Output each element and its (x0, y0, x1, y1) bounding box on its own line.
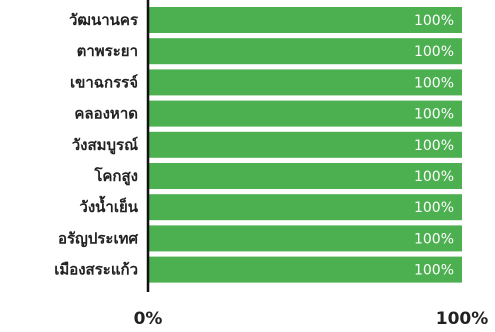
bar-5 (148, 131, 462, 158)
category-label: เขาฉกรรจ์ (70, 73, 138, 91)
x-tick-labels: 0% 100% (134, 309, 489, 329)
category-label: วัฒนานคร (69, 11, 139, 29)
data-label: 100% (414, 138, 454, 154)
category-label: วังสมบูรณ์ (72, 136, 138, 155)
bars-layer (148, 7, 462, 283)
x-tick-label: 0% (134, 309, 163, 329)
bar-3 (148, 69, 462, 96)
data-label: 100% (414, 200, 454, 216)
data-label: 100% (414, 263, 454, 279)
x-tick-label: 100% (436, 309, 489, 329)
bar-2 (148, 38, 462, 65)
category-label: อรัญประเทศ (58, 229, 138, 247)
category-label: คลองหาด (74, 105, 138, 123)
data-label: 100% (414, 75, 454, 91)
bar-6 (148, 163, 462, 189)
bar-9 (148, 256, 462, 283)
bar-4 (148, 100, 462, 127)
bar-1 (148, 7, 462, 33)
category-label: วังน้ำเย็น (79, 195, 138, 216)
category-label: โคกสูง (93, 166, 138, 186)
data-labels: 100% 100% 100% 100% 100% 100% 100% 100% 100% (414, 13, 454, 279)
data-label: 100% (414, 231, 454, 247)
bar-8 (148, 225, 462, 252)
category-labels: วัฒนานครตาพระยาเขาฉกรรจ์คลองหาดวังสมบูรณ… (54, 11, 139, 279)
data-label: 100% (414, 44, 454, 60)
data-label: 100% (414, 13, 454, 29)
data-label: 100% (414, 107, 454, 123)
category-label: ตาพระยา (77, 42, 138, 60)
category-label: เมืองสระแก้ว (54, 261, 138, 279)
data-label: 100% (414, 169, 454, 185)
bar-7 (148, 194, 462, 221)
